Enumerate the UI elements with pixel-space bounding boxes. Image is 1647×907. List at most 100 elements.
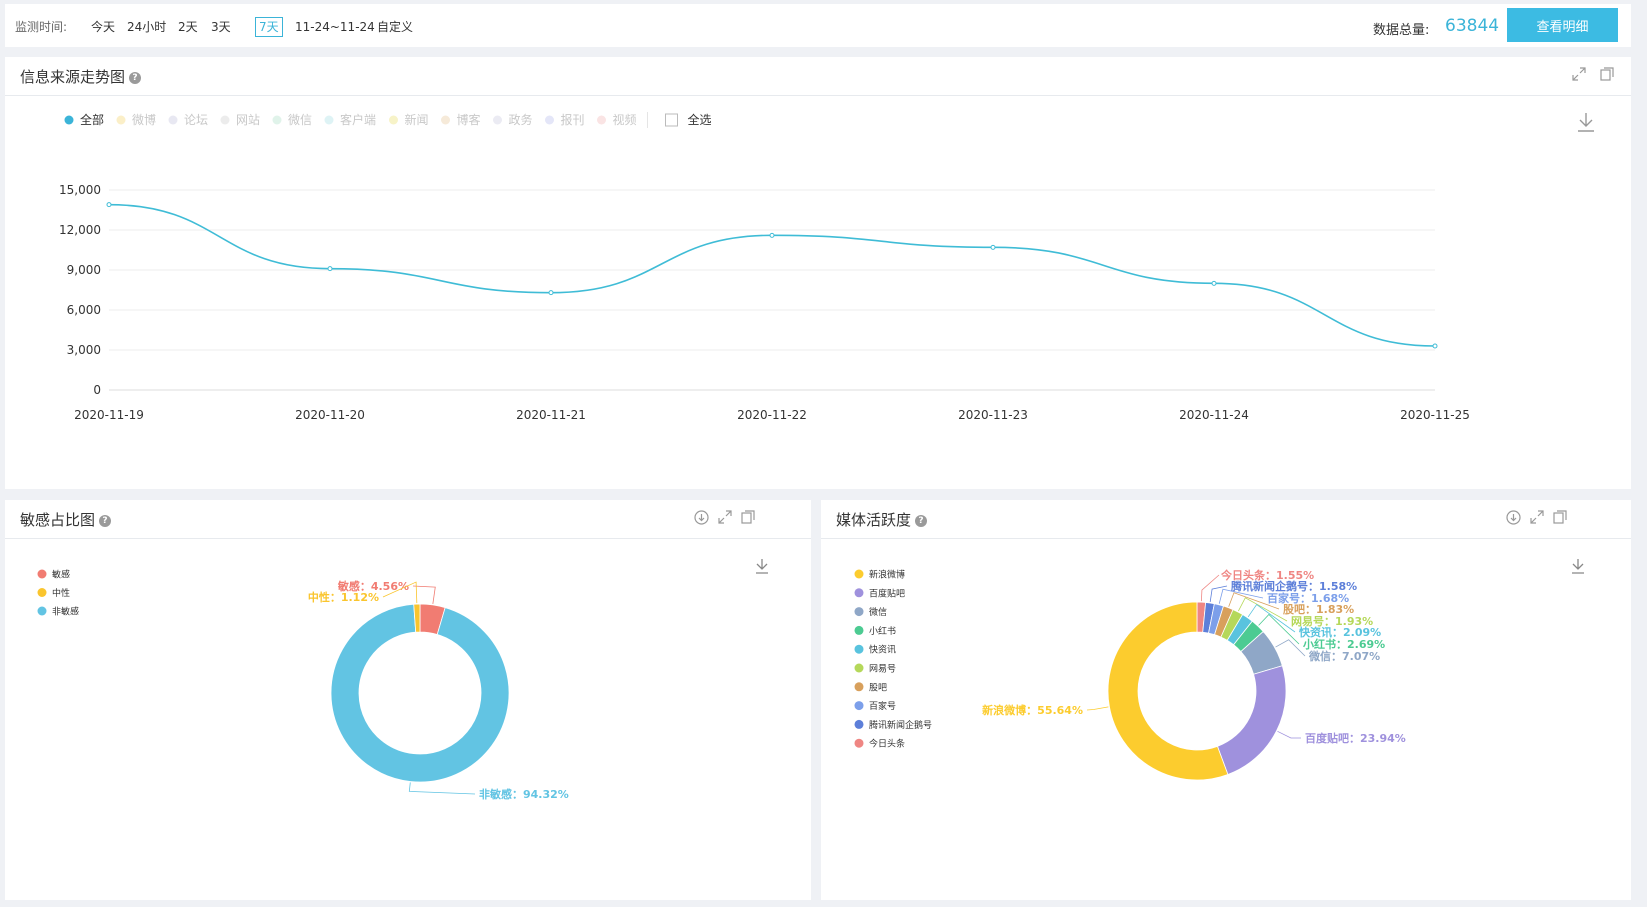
legend-item-2[interactable]: 论坛: [168, 113, 209, 127]
legend-item-2[interactable]: 微信: [854, 606, 888, 618]
download-icon[interactable]: [1572, 559, 1584, 574]
download-circle-icon[interactable]: [694, 510, 709, 525]
slice-1[interactable]: [413, 603, 421, 633]
help-icon[interactable]: ?: [129, 71, 142, 84]
time-option-7d[interactable]: 7天: [255, 17, 283, 37]
legend-label: 视频: [613, 112, 637, 127]
x-tick-label: 2020-11-23: [958, 408, 1028, 422]
legend-item-1[interactable]: 中性: [37, 587, 71, 599]
legend-label: 报刊: [561, 112, 585, 127]
label-line: [1258, 613, 1300, 645]
time-option-custom[interactable]: 自定义: [377, 20, 414, 34]
legend-marker: [854, 607, 864, 617]
select-all-checkbox[interactable]: 全选: [665, 112, 712, 127]
data-point[interactable]: [1211, 280, 1217, 286]
legend-marker: [168, 115, 178, 125]
slice-label: 今日头条：1.55%: [1220, 568, 1314, 582]
download-icon[interactable]: [756, 559, 768, 574]
legend-label: 全部: [80, 112, 104, 127]
legend-item-10[interactable]: 视频: [597, 112, 637, 127]
legend-marker: [324, 115, 334, 125]
x-tick-label: 2020-11-22: [737, 408, 807, 422]
legend-item-7[interactable]: 博客: [441, 112, 481, 127]
help-icon[interactable]: ?: [915, 514, 928, 527]
media-activity-panel: 媒体活跃度? 新浪微博 百度贴吧 微信 小红书 快资讯 网易号 股吧 百家号 腾讯新闻企鹅号 今日…: [821, 500, 1631, 900]
download-circle-icon[interactable]: [1506, 510, 1521, 525]
y-tick-label: 3,000: [67, 343, 101, 357]
legend-label: 微博: [132, 112, 156, 127]
legend-item-1[interactable]: 百度贴吧: [854, 587, 906, 599]
select-all-label: 全选: [688, 112, 712, 127]
view-details-button[interactable]: 查看明细: [1507, 8, 1618, 42]
data-point[interactable]: [769, 232, 775, 238]
expand-icon[interactable]: [1530, 510, 1544, 524]
time-option-2d[interactable]: 2天: [178, 20, 198, 34]
slice-2[interactable]: [330, 603, 510, 783]
help-icon[interactable]: ?: [99, 514, 112, 527]
trend-chart: 全部 微博 论坛 网站 微信 客户端 新闻 博客 政务 报刊 视频 全选 15,000 12,000 9,…: [59, 112, 1594, 422]
data-point[interactable]: [1432, 343, 1438, 349]
legend-item-3[interactable]: 小红书: [854, 625, 897, 637]
label-line: [1247, 604, 1296, 633]
time-option-24h[interactable]: 24小时: [127, 20, 167, 34]
x-tick-label: 2020-11-24: [1179, 408, 1249, 422]
slice-0[interactable]: [1107, 601, 1229, 781]
legend-item-6[interactable]: 新闻: [389, 112, 429, 127]
legend-label: 客户端: [340, 112, 376, 127]
legend-label: 快资讯: [869, 644, 896, 656]
legend-marker: [389, 115, 398, 125]
copy-icon[interactable]: [1600, 67, 1614, 81]
legend-item-5[interactable]: 网易号: [854, 663, 897, 675]
source-trend-panel: 信息来源走势图? 全部 微博 论坛 网站 微信 客户端 新闻 博客 政务 报刊 视频 全选 15,00…: [5, 57, 1631, 489]
legend-item-3[interactable]: 网站: [220, 113, 261, 127]
legend-marker: [220, 115, 230, 125]
legend-label: 新浪微博: [869, 569, 905, 581]
expand-icon[interactable]: [1572, 67, 1586, 81]
legend-item-9[interactable]: 报刊: [545, 112, 585, 127]
panel-header: 信息来源走势图?: [5, 57, 1631, 96]
y-tick-label: 15,000: [59, 183, 101, 197]
legend-item-6[interactable]: 股吧: [854, 682, 888, 693]
label-line: [1277, 730, 1302, 739]
slice-1[interactable]: [1216, 665, 1287, 775]
label-line: [412, 585, 436, 604]
legend-item-8[interactable]: 政务: [493, 112, 533, 127]
legend-item-2[interactable]: 非敏感: [37, 606, 80, 618]
x-tick-label: 2020-11-25: [1400, 408, 1470, 422]
copy-icon[interactable]: [741, 510, 755, 524]
data-point[interactable]: [990, 244, 996, 250]
legend-item-8[interactable]: 腾讯新闻企鹅号: [854, 719, 933, 731]
legend-item-4[interactable]: 微信: [272, 113, 313, 127]
download-icon[interactable]: [1578, 113, 1594, 132]
legend-item-0[interactable]: 新浪微博: [854, 569, 906, 581]
legend-label: 百家号: [869, 700, 896, 712]
data-point[interactable]: [106, 202, 112, 208]
legend-marker: [854, 644, 864, 654]
legend-item-0[interactable]: 全部: [64, 112, 105, 127]
legend-marker: [854, 682, 864, 692]
copy-icon[interactable]: [1553, 510, 1567, 524]
legend-item-9[interactable]: 今日头条: [854, 738, 906, 750]
legend-marker: [545, 115, 554, 125]
legend-label: 敏感: [52, 569, 70, 581]
panel-title: 信息来源走势图: [20, 68, 126, 86]
data-point[interactable]: [327, 266, 333, 272]
panel-header: 敏感占比图?: [5, 500, 811, 539]
label-line: [1275, 639, 1306, 657]
expand-icon[interactable]: [718, 510, 732, 524]
legend-label: 网站: [236, 113, 260, 127]
time-option-today[interactable]: 今天: [91, 20, 116, 34]
legend-label: 腾讯新闻企鹅号: [869, 719, 932, 731]
legend-item-5[interactable]: 客户端: [324, 112, 377, 127]
legend-item-1[interactable]: 微博: [116, 112, 157, 127]
legend-item-7[interactable]: 百家号: [854, 700, 897, 712]
legend-label: 微信: [869, 606, 887, 618]
legend-label: 论坛: [184, 113, 208, 127]
time-option-3d[interactable]: 3天: [211, 20, 231, 34]
data-point[interactable]: [548, 290, 554, 296]
legend-marker: [272, 115, 282, 125]
legend-item-4[interactable]: 快资讯: [854, 644, 897, 656]
time-option-range[interactable]: 11-24~11-24: [295, 20, 375, 34]
legend-item-0[interactable]: 敏感: [37, 569, 71, 581]
